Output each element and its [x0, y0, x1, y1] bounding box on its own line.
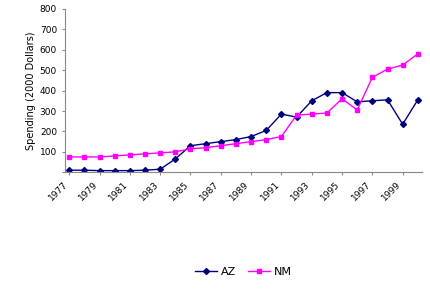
NM: [157, 151, 163, 155]
AZ: [308, 99, 313, 102]
AZ: [293, 115, 298, 119]
AZ: [142, 168, 147, 172]
NM: [142, 152, 147, 156]
AZ: [187, 144, 193, 148]
AZ: [82, 168, 87, 172]
Legend: AZ, NM: AZ, NM: [190, 263, 296, 282]
NM: [203, 146, 208, 150]
NM: [97, 155, 102, 159]
AZ: [172, 157, 178, 161]
NM: [233, 142, 238, 146]
AZ: [112, 169, 117, 172]
AZ: [97, 169, 102, 172]
AZ: [248, 135, 253, 138]
NM: [369, 75, 374, 79]
NM: [248, 140, 253, 143]
AZ: [369, 99, 374, 102]
AZ: [233, 138, 238, 141]
NM: [187, 147, 193, 151]
NM: [218, 144, 223, 148]
NM: [339, 97, 344, 101]
AZ: [127, 169, 132, 172]
AZ: [218, 140, 223, 143]
AZ: [399, 122, 404, 126]
NM: [67, 155, 72, 159]
NM: [127, 153, 132, 157]
NM: [354, 108, 359, 112]
AZ: [414, 98, 419, 102]
NM: [323, 111, 329, 115]
AZ: [157, 168, 163, 171]
NM: [112, 154, 117, 158]
NM: [399, 63, 404, 67]
Line: NM: NM: [67, 52, 419, 159]
Y-axis label: Spending (2000 Dollars): Spending (2000 Dollars): [25, 31, 36, 150]
NM: [172, 150, 178, 154]
NM: [308, 112, 313, 116]
NM: [414, 52, 419, 56]
AZ: [203, 142, 208, 146]
AZ: [354, 100, 359, 104]
AZ: [384, 98, 389, 102]
NM: [384, 67, 389, 71]
Line: AZ: AZ: [67, 91, 419, 173]
AZ: [263, 129, 268, 132]
AZ: [323, 91, 329, 94]
AZ: [67, 168, 72, 172]
NM: [278, 135, 283, 138]
NM: [293, 113, 298, 117]
AZ: [339, 91, 344, 94]
NM: [82, 155, 87, 159]
AZ: [278, 112, 283, 116]
NM: [263, 138, 268, 141]
